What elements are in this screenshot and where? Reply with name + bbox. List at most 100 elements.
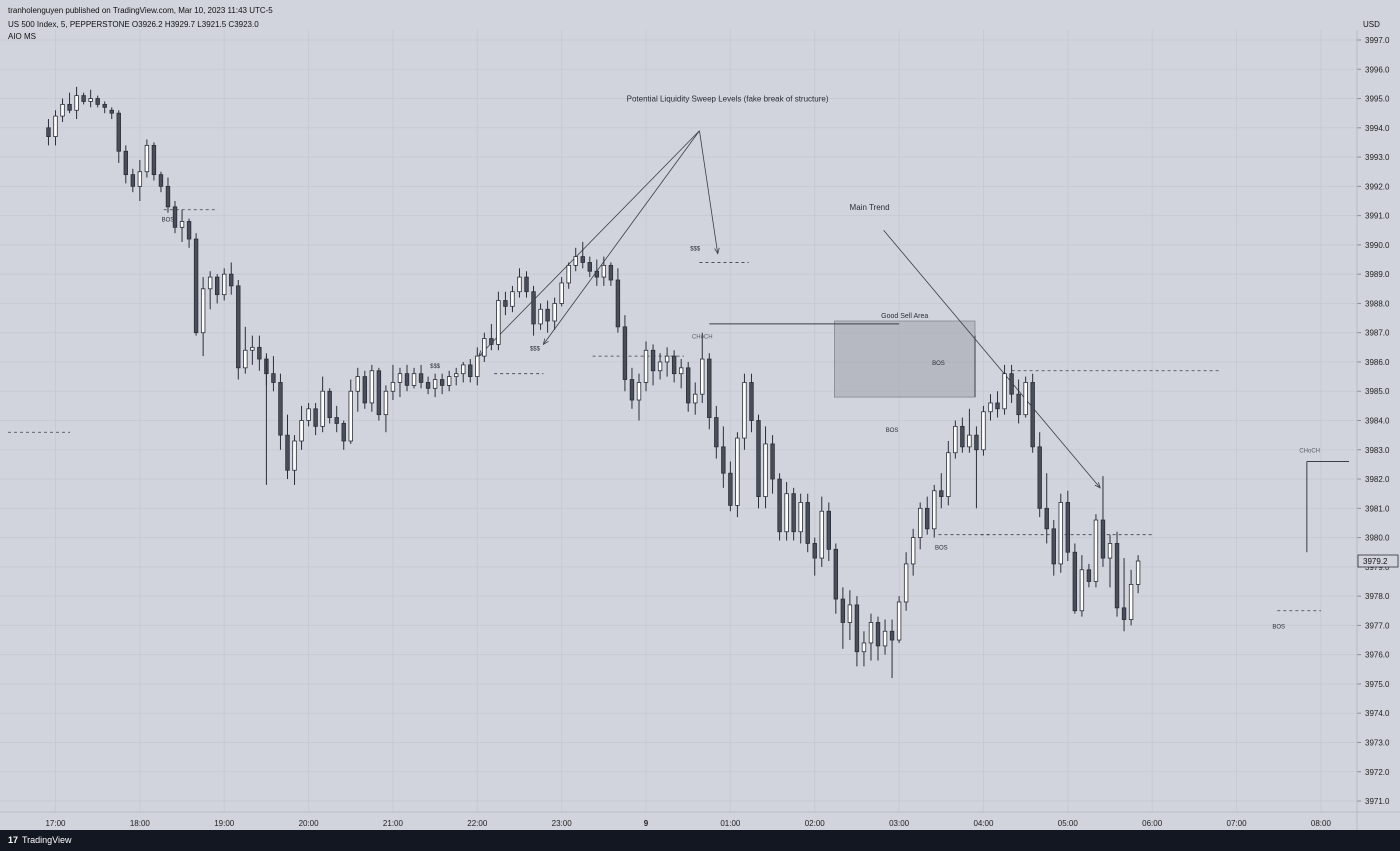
current-price-label: 3979.2	[1363, 557, 1388, 566]
candle-body-down	[81, 95, 86, 102]
chart-grid	[0, 30, 1357, 812]
time-tick-label: 18:00	[130, 819, 151, 828]
annotation-arrow	[883, 229, 1101, 489]
candle-body-up	[299, 420, 304, 442]
price-tick-label: 3973.0	[1365, 738, 1390, 747]
chart-annotations: Potential Liquidity Sweep Levels (fake b…	[162, 94, 1320, 630]
time-tick-label: 20:00	[299, 819, 320, 828]
time-tick-label: 19:00	[214, 819, 235, 828]
candle-body-up	[461, 364, 466, 375]
candle-body-up	[735, 437, 740, 506]
candle-body-up	[1023, 382, 1028, 416]
chart-drawings	[8, 130, 1350, 612]
time-tick-label: 22:00	[467, 819, 488, 828]
candle-body-down	[193, 238, 199, 334]
candle-body-down	[840, 598, 846, 623]
price-tick-label: 3980.0	[1365, 534, 1390, 543]
price-tick-label: 3972.0	[1365, 768, 1390, 777]
candle-body-down	[214, 276, 220, 296]
candle-body-down	[236, 285, 241, 369]
tradingview-logo-icon[interactable]: ⁠17	[8, 835, 19, 845]
candle-body-up	[1058, 502, 1063, 565]
candle-body-up	[200, 288, 206, 334]
price-tick-label: 3974.0	[1365, 709, 1390, 718]
bos-label: BOS	[162, 217, 175, 223]
candle-body-up	[510, 291, 515, 307]
candle-body-up	[222, 273, 227, 296]
candle-body-down	[489, 338, 494, 345]
candle-body-down	[854, 604, 860, 653]
candle-body-down	[608, 264, 614, 281]
candle-body-down	[1037, 446, 1042, 509]
candle-body-down	[995, 402, 1000, 410]
candle-body-down	[1044, 507, 1049, 530]
candle-body-up	[144, 144, 150, 173]
candle-body-down	[165, 185, 171, 208]
candle-body-down	[172, 206, 178, 228]
candle-body-down	[594, 270, 600, 278]
candle-body-up	[559, 282, 564, 304]
candle-body-down	[123, 150, 128, 176]
price-tick-label: 3990.0	[1365, 241, 1390, 250]
candle-body-down	[271, 373, 276, 383]
candle-body-up	[643, 349, 649, 383]
bos-label: BOS	[935, 545, 948, 551]
candle-body-down	[186, 221, 192, 240]
symbol-ohlc-line[interactable]: US 500 Index, 5, PEPPERSTONE O3926.2 H39…	[8, 20, 259, 29]
candle-body-down	[671, 355, 677, 375]
candle-body-down	[158, 174, 164, 187]
candle-body-down	[580, 256, 585, 263]
candle-body-down	[1100, 519, 1106, 559]
candle-body-up	[390, 382, 396, 392]
annotation-arrow	[478, 130, 700, 357]
candle-body-up	[243, 349, 248, 369]
bos-label: BOS	[1272, 624, 1285, 630]
candle-body-down	[889, 630, 895, 641]
candle-body-up	[784, 493, 789, 533]
time-tick-label: 05:00	[1058, 819, 1079, 828]
candle-body-up	[946, 452, 951, 498]
candle-body-down	[130, 174, 136, 187]
candle-body-down	[1065, 502, 1071, 553]
candle-body-up	[1107, 543, 1113, 559]
candle-body-up	[910, 537, 916, 565]
time-tick-label: 03:00	[889, 819, 910, 828]
candle-body-up	[566, 264, 571, 284]
candle-body-up	[552, 303, 557, 322]
candle-body-down	[278, 382, 283, 436]
candle-body-down	[531, 291, 536, 325]
price-tick-label: 3996.0	[1365, 65, 1390, 74]
candle-body-down	[875, 622, 881, 647]
footer-brand[interactable]: TradingView	[22, 835, 72, 845]
candle-body-up	[411, 373, 417, 386]
price-tick-label: 3982.0	[1365, 475, 1390, 484]
indicator-label[interactable]: AIO MS	[8, 32, 37, 41]
candle-body-down	[777, 478, 782, 533]
candle-body-down	[756, 420, 761, 498]
candle-body-down	[1121, 607, 1127, 620]
candle-body-down	[721, 446, 726, 474]
price-tick-label: 3986.0	[1365, 358, 1390, 367]
time-tick-label: 06:00	[1142, 819, 1163, 828]
candle-body-down	[46, 127, 51, 137]
bos-label: BOS	[932, 361, 945, 367]
candle-body-up	[496, 300, 501, 345]
candle-body-up	[397, 373, 403, 383]
candle-body-up	[988, 402, 993, 413]
candle-body-down	[468, 364, 473, 378]
candle-body-down	[545, 308, 550, 322]
footer-bar: ⁠17 TradingView	[0, 830, 1400, 851]
candle-body-down	[257, 346, 262, 360]
main-trend-annotation: Main Trend	[850, 203, 890, 212]
candle-body-down	[151, 144, 157, 176]
price-axis[interactable]: 3997.0 3996.0 3995.0 3994.0 3993.0 3992.0 3991…	[1356, 30, 1399, 830]
candle-body-up	[60, 103, 65, 117]
candle-body-up	[306, 408, 311, 421]
price-tick-label: 3993.0	[1365, 153, 1390, 162]
time-axis[interactable]: 17:00 18:00 19:00 20:00 21:00 22:00 23:00 9 01:0…	[0, 811, 1400, 828]
candle-body-up	[693, 393, 698, 404]
candle-body-up	[179, 221, 185, 228]
candle-body-up	[1135, 560, 1141, 585]
candle-body-up	[53, 115, 58, 137]
